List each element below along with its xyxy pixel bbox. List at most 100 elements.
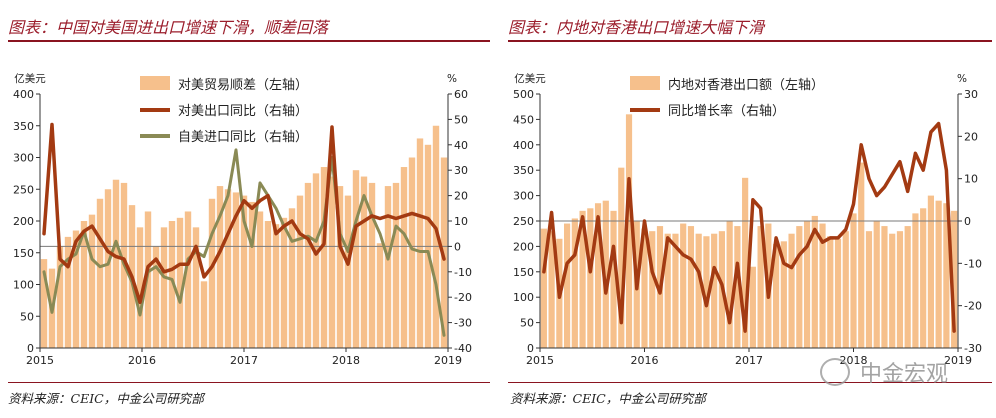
left-title-rule [8,40,490,42]
right-right-unit: % [957,73,967,85]
left-bar-44 [392,182,400,348]
left-import-yoy-line [42,148,446,337]
left-bar-26 [248,201,256,348]
right-bar-42 [865,231,873,348]
right-bar-19 [687,226,695,348]
right-bar-32 [788,233,795,348]
wechat-logo-icon [820,358,850,386]
left-right-tick-label-9: 50 [454,113,468,126]
right-bar-43 [873,221,880,348]
right-chart-title: 图表：内地对香港出口增速大幅下滑 [508,18,765,37]
left-left-tick-label-7: 350 [13,120,34,133]
right-left-tick-label-4: 200 [513,240,534,253]
left-left-tick-label-8: 400 [13,88,34,101]
left-left-tick-label-6: 300 [13,152,34,165]
left-bar-32 [296,195,304,348]
left-right-tick-label-10: 60 [454,88,468,101]
left-bar-22 [216,186,224,348]
right-bar-37 [827,236,834,348]
left-x-tick-label-3: 2018 [332,354,360,367]
right-bar-52 [943,203,950,348]
left-bar-25 [240,195,248,348]
right-bar-24 [726,221,733,348]
right-bar-26 [742,177,749,348]
left-bar-42 [376,243,384,348]
left-bar-33 [304,182,312,348]
left-legend-label-1: 对美出口同比（右轴） [178,104,308,119]
right-bar-40 [850,213,857,348]
left-bar-41 [368,182,376,348]
left-bar-46 [408,157,416,348]
right-title-rule [508,40,992,42]
right-bar-4 [571,218,578,348]
left-bar-49 [432,125,440,348]
right-left-tick-label-5: 250 [513,215,534,228]
left-bar-27 [256,211,264,348]
right-bar-16 [664,233,671,348]
left-left-tick-label-0: 0 [27,342,34,355]
right-yoy-line [542,121,956,333]
right-bar-48 [912,213,919,348]
right-bar-20 [695,233,702,348]
left-bar-40 [360,176,368,348]
right-legend-swatch-0 [630,76,660,90]
left-right-tick-label-6: 20 [454,190,468,203]
left-left-tick-label-3: 150 [13,247,34,260]
left-bar-9 [112,179,120,348]
right-bar-17 [672,233,679,348]
left-bar-21 [208,198,216,348]
left-bar-43 [384,186,392,348]
right-bar-41 [858,162,865,348]
right-left-tick-label-6: 300 [513,190,534,203]
left-right-tick-label-3: -10 [454,266,472,279]
right-left-tick-label-3: 150 [513,266,534,279]
right-bar-8 [602,200,609,348]
right-left-tick-label-9: 450 [513,113,534,126]
left-bar-28 [264,221,272,348]
right-bar-34 [803,221,811,348]
right-bar-30 [772,243,780,348]
right-bar-14 [649,231,656,348]
right-right-tick-label-6: 30 [964,88,978,101]
right-bar-11 [625,114,633,348]
left-bar-30 [280,217,288,348]
right-bar-47 [904,226,911,348]
right-bar-10 [618,167,625,348]
right-bar-46 [896,231,904,348]
right-right-tick-label-2: -10 [964,257,982,270]
right-bar-39 [842,231,849,348]
right-bar-9 [610,210,617,348]
left-left-tick-label-2: 100 [13,279,34,292]
right-x-tick-label-2: 2017 [735,354,763,367]
left-right-tick-label-1: -30 [454,317,472,330]
left-bar-19 [192,227,200,348]
left-bar-16 [168,221,176,348]
right-left-tick-label-1: 50 [520,317,534,330]
left-bar-8 [104,189,112,348]
left-footer-rule [8,382,490,383]
left-bar-0 [40,259,48,348]
right-x-tick-label-1: 2016 [631,354,659,367]
left-left-tick-label-4: 200 [13,215,34,228]
right-bar-13 [641,228,648,348]
left-bar-35 [320,167,328,348]
left-bar-45 [400,167,408,348]
right-bar-45 [889,233,896,348]
right-bar-31 [780,241,787,348]
right-bar-18 [680,223,687,348]
right-bar-50 [927,195,935,348]
right-left-tick-label-0: 0 [527,342,534,355]
right-x-tick-label-0: 2015 [526,354,554,367]
left-left-tick-label-5: 250 [13,183,34,196]
right-bar-53 [951,210,958,348]
left-bar-20 [200,281,208,348]
left-chart-title: 图表：中国对美国进出口增速下滑，顺差回落 [8,18,329,37]
left-x-tick-label-1: 2016 [128,354,156,367]
left-x-tick-label-4: 2019 [434,354,462,367]
right-bar-44 [881,226,888,348]
right-legend-label-0: 内地对香港出口额（左轴） [668,77,824,93]
right-bar-49 [920,208,927,348]
left-bar-31 [288,208,296,348]
left-bar-18 [184,211,192,348]
